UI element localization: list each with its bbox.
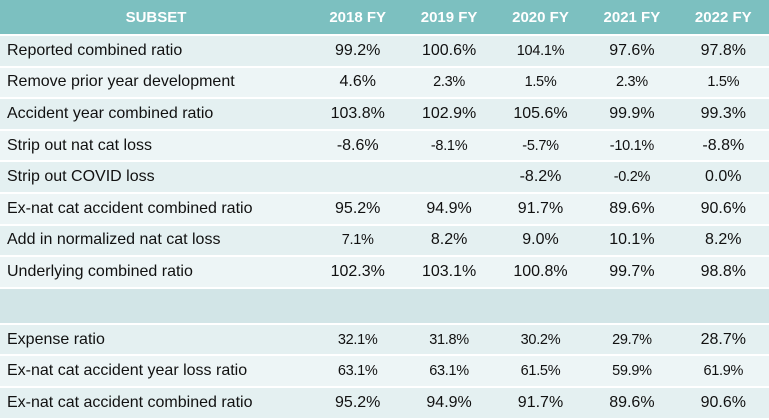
cell-2020: 91.7% [494, 386, 587, 420]
cell-2021: 2.3% [586, 66, 678, 100]
table-row: Strip out COVID loss -8.2% -0.2% 0.0% [0, 161, 769, 194]
table-row: Strip out nat cat loss -8.6% -8.1% -5.7%… [0, 129, 769, 163]
cell-2020: 91.7% [494, 192, 587, 226]
row-label: Reported combined ratio [0, 35, 313, 68]
table-row: Add in normalized nat cat loss 7.1% 8.2%… [0, 224, 769, 258]
row-label: Strip out COVID loss [0, 161, 313, 194]
table-row: Ex-nat cat accident year loss ratio 63.1… [0, 355, 769, 388]
table-row: Remove prior year development 4.6% 2.3% … [0, 66, 769, 100]
cell-2022: 8.2% [677, 224, 769, 258]
cell-2019: 102.9% [403, 98, 495, 131]
cell-2022: -8.8% [677, 129, 769, 163]
cell-2020: 100.8% [494, 256, 587, 289]
cell-2021: 99.9% [586, 98, 678, 131]
row-label: Ex-nat cat accident combined ratio [0, 192, 313, 226]
cell-2018: 63.1% [312, 355, 404, 388]
cell-2020: 1.5% [494, 66, 587, 100]
header-2021: 2021 FY [586, 0, 678, 36]
cell-2018: 95.2% [312, 386, 404, 420]
cell-2022: 28.7% [677, 323, 769, 357]
cell-2018: 103.8% [312, 98, 404, 131]
divider-cell [0, 287, 313, 325]
cell-2021: 10.1% [586, 224, 678, 258]
cell-2022: 90.6% [677, 192, 769, 226]
cell-2018: 102.3% [312, 256, 404, 289]
section-divider-row [0, 287, 769, 325]
cell-2021: 89.6% [586, 192, 678, 226]
cell-2019: 8.2% [403, 224, 495, 258]
cell-2018 [312, 161, 404, 194]
cell-2021: -10.1% [586, 129, 678, 163]
cell-2018: 95.2% [312, 192, 404, 226]
row-label: Ex-nat cat accident combined ratio [0, 386, 313, 420]
cell-2020: 104.1% [494, 35, 587, 68]
row-label: Strip out nat cat loss [0, 129, 313, 163]
cell-2019: 94.9% [403, 192, 495, 226]
table-row: Ex-nat cat accident combined ratio 95.2%… [0, 386, 769, 420]
divider-cell [586, 287, 678, 325]
table-row: Ex-nat cat accident combined ratio 95.2%… [0, 192, 769, 226]
cell-2019: 94.9% [403, 386, 495, 420]
row-label: Ex-nat cat accident year loss ratio [0, 355, 313, 388]
cell-2020: -5.7% [494, 129, 587, 163]
cell-2018: 99.2% [312, 35, 404, 68]
cell-2022: 61.9% [677, 355, 769, 388]
row-label: Remove prior year development [0, 66, 313, 100]
cell-2021: 97.6% [586, 35, 678, 68]
cell-2018: -8.6% [312, 129, 404, 163]
cell-2020: 9.0% [494, 224, 587, 258]
header-subset: SUBSET [0, 0, 313, 36]
divider-cell [677, 287, 769, 325]
cell-2021: 29.7% [586, 323, 678, 357]
table-row: Expense ratio 32.1% 31.8% 30.2% 29.7% 28… [0, 323, 769, 357]
cell-2019 [403, 161, 495, 194]
cell-2022: 99.3% [677, 98, 769, 131]
header-2019: 2019 FY [403, 0, 495, 36]
table-row: Reported combined ratio 99.2% 100.6% 104… [0, 35, 769, 68]
cell-2019: 63.1% [403, 355, 495, 388]
cell-2019: 31.8% [403, 323, 495, 357]
header-2018: 2018 FY [312, 0, 404, 36]
row-label: Expense ratio [0, 323, 313, 357]
cell-2021: 99.7% [586, 256, 678, 289]
divider-cell [312, 287, 404, 325]
row-label: Add in normalized nat cat loss [0, 224, 313, 258]
row-label: Accident year combined ratio [0, 98, 313, 131]
header-2020: 2020 FY [494, 0, 587, 36]
cell-2019: 2.3% [403, 66, 495, 100]
cell-2018: 32.1% [312, 323, 404, 357]
divider-cell [494, 287, 587, 325]
cell-2022: 98.8% [677, 256, 769, 289]
cell-2020: 61.5% [494, 355, 587, 388]
divider-cell [403, 287, 495, 325]
cell-2022: 90.6% [677, 386, 769, 420]
table-row: Accident year combined ratio 103.8% 102.… [0, 98, 769, 131]
header-row: SUBSET 2018 FY 2019 FY 2020 FY 2021 FY 2… [0, 0, 769, 36]
cell-2020: 105.6% [494, 98, 587, 131]
cell-2019: 103.1% [403, 256, 495, 289]
cell-2020: -8.2% [494, 161, 587, 194]
cell-2021: -0.2% [586, 161, 678, 194]
table-row: Underlying combined ratio 102.3% 103.1% … [0, 256, 769, 289]
cell-2018: 7.1% [312, 224, 404, 258]
cell-2021: 59.9% [586, 355, 678, 388]
cell-2022: 0.0% [677, 161, 769, 194]
cell-2020: 30.2% [494, 323, 587, 357]
cell-2022: 1.5% [677, 66, 769, 100]
cell-2021: 89.6% [586, 386, 678, 420]
row-label: Underlying combined ratio [0, 256, 313, 289]
cell-2019: 100.6% [403, 35, 495, 68]
cell-2022: 97.8% [677, 35, 769, 68]
header-2022: 2022 FY [677, 0, 769, 36]
cell-2018: 4.6% [312, 66, 404, 100]
cell-2019: -8.1% [403, 129, 495, 163]
